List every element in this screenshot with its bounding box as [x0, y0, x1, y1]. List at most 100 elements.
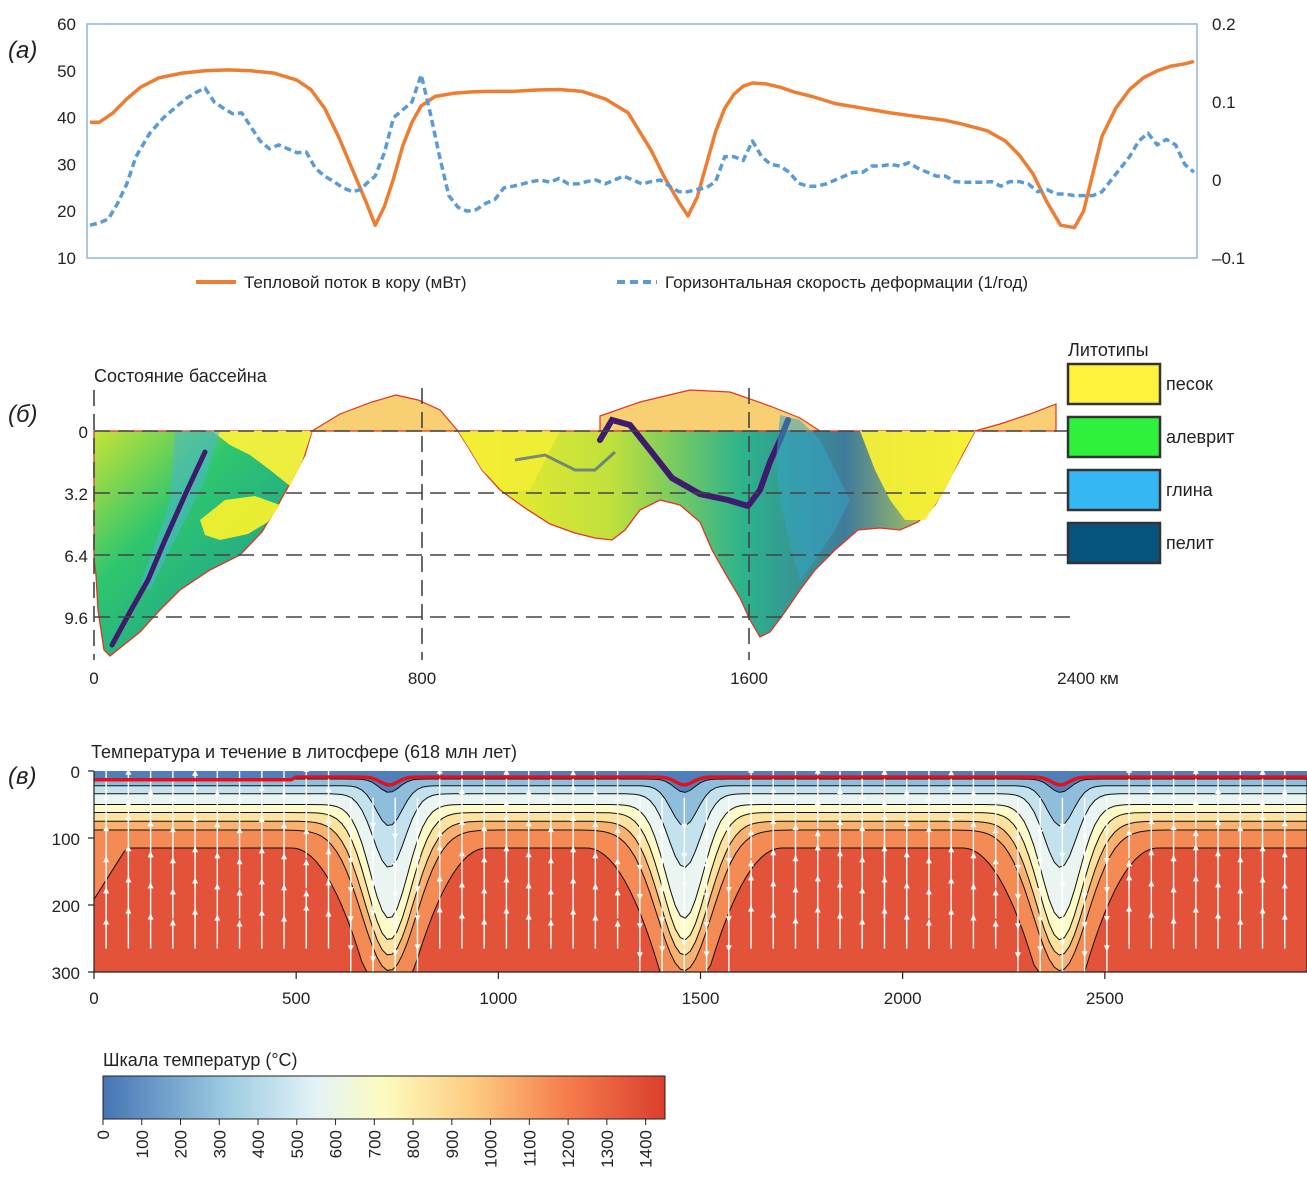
flow-arrow-head [169, 826, 176, 833]
flow-arrow-head [436, 906, 443, 913]
colorbar-tick-label: 1000 [482, 1130, 501, 1168]
distance-tick-label: 1600 [730, 669, 768, 688]
flow-arrow-head [1237, 762, 1244, 769]
flow-arrow-head [236, 920, 243, 927]
flow-arrow-head [481, 856, 488, 863]
legend-strain-rate-label: Горизонтальная скорость деформации (1/го… [665, 273, 1028, 292]
flow-arrow-head [481, 793, 488, 800]
flow-arrow-head [1059, 882, 1066, 889]
flow-arrow-head [436, 875, 443, 882]
right-tick-label: 0.2 [1212, 15, 1236, 34]
flow-arrow-head [1259, 814, 1266, 821]
flow-arrow-head [1281, 757, 1288, 764]
flow-arrow-head [103, 887, 110, 894]
legend-swatch-0 [1066, 362, 1162, 406]
left-tick-label: 40 [57, 109, 76, 128]
flow-arrow-head [1170, 761, 1177, 768]
flow-arrow-head [925, 826, 932, 833]
heat-flow-line [90, 59, 1195, 230]
legend-label-3: пелит [1166, 533, 1214, 553]
flow-arrow-head [992, 795, 999, 802]
colorbar-tick-label: 1400 [637, 1130, 656, 1168]
flow-arrow-head [592, 852, 599, 859]
flow-arrow-head [1148, 786, 1155, 793]
flow-arrow-head [1126, 860, 1133, 867]
flow-arrow-head [325, 910, 332, 917]
flow-arrow-head [281, 915, 288, 922]
temperature-colorbar: Шкала температур (°C) 0 100 200 300 400 500 60… [94, 1050, 666, 1168]
flow-arrow-head [614, 920, 621, 927]
flow-arrow-head [592, 789, 599, 796]
flow-arrow-head [458, 756, 465, 763]
left-tick-label: 30 [57, 155, 76, 174]
flow-arrow-head [347, 945, 354, 952]
flow-arrow-head [1170, 792, 1177, 799]
flow-arrow-head [481, 825, 488, 832]
flow-arrow-head [503, 845, 510, 852]
flow-arrow-head [859, 762, 866, 769]
flow-arrow-head [1215, 756, 1222, 763]
flow-arrow-head [881, 814, 888, 821]
flow-arrow-head [369, 985, 376, 992]
flow-arrow-head [103, 856, 110, 863]
flow-arrow-head [125, 876, 132, 883]
flow-arrow-head [214, 821, 221, 828]
colorbar-ticks: 0 100 200 300 400 500 600 700 800 900 1000 1100 1200… [94, 1119, 656, 1168]
panel-b-label: (б) [8, 401, 37, 428]
flow-arrow-head [859, 887, 866, 894]
flow-arrow-head [948, 783, 955, 790]
flow-arrow-head [970, 883, 977, 890]
flow-arrow-head [125, 907, 132, 914]
flow-arrow-head [1281, 851, 1288, 858]
right-tick-label: 0 [1212, 171, 1221, 190]
legend-swatch-1 [1066, 415, 1162, 459]
flow-arrow-head [525, 882, 532, 889]
flow-arrow-head [236, 827, 243, 834]
flow-arrow-head [1059, 986, 1066, 993]
colorbar-title: Шкала температур (°C) [103, 1050, 298, 1070]
flow-arrow-head [903, 913, 910, 920]
flow-arrow-head [1237, 825, 1244, 832]
flow-arrow-head [214, 883, 221, 890]
flow-arrow-head [881, 876, 888, 883]
lithotype-legend-title: Литотипы [1068, 340, 1149, 360]
flow-arrow-head [169, 919, 176, 926]
panel-c-label: (в) [8, 763, 37, 790]
flow-arrow-head [547, 763, 554, 770]
flow-arrow-head [325, 754, 332, 761]
flow-arrow-head [925, 919, 932, 926]
flow-arrow-head [1059, 852, 1066, 859]
colorbar-tick-label: 1200 [559, 1130, 578, 1168]
flow-arrow-head [481, 762, 488, 769]
panel-b-y-axis: 0 3.2 6.4 9.6 [64, 423, 88, 628]
flow-arrow-head [748, 829, 755, 836]
flow-arrow-head [681, 940, 688, 947]
panel-b-x-axis: 0 800 1600 2400 км [89, 669, 1119, 688]
flow-arrow-head [236, 795, 243, 802]
flow-arrow-head [1059, 940, 1066, 947]
flow-arrow-head [1215, 787, 1222, 794]
flow-arrow-head [1059, 823, 1066, 830]
panel-a: (а) 60 50 40 30 20 10 0.2 0.1 0 –0.1 Тепловой по… [8, 15, 1245, 292]
flow-arrow-head [636, 981, 643, 988]
flow-arrow-head [325, 785, 332, 792]
panel-c-y-axis: 0 100 200 300 [52, 763, 94, 983]
depth-tick-label: 6.4 [64, 547, 88, 566]
flow-arrow-head [192, 908, 199, 915]
flow-arrow-head [770, 755, 777, 762]
flow-arrow-head [258, 847, 265, 854]
flow-arrow-head [547, 919, 554, 926]
flow-arrow-head [147, 757, 154, 764]
flow-arrow-head [570, 769, 577, 776]
flow-arrow-head [836, 756, 843, 763]
flow-arrow-head [436, 798, 443, 805]
flow-arrow-head [303, 828, 310, 835]
flow-arrow-head [614, 827, 621, 834]
basin-shoulder-1 [309, 394, 460, 432]
flow-arrow-head [836, 912, 843, 919]
flow-arrow-head [258, 816, 265, 823]
colorbar-gradient [102, 1075, 666, 1120]
basin-2-dark-streak [514, 450, 617, 472]
flow-arrow-head [792, 824, 799, 831]
distance-tick-label: 500 [282, 989, 310, 1008]
